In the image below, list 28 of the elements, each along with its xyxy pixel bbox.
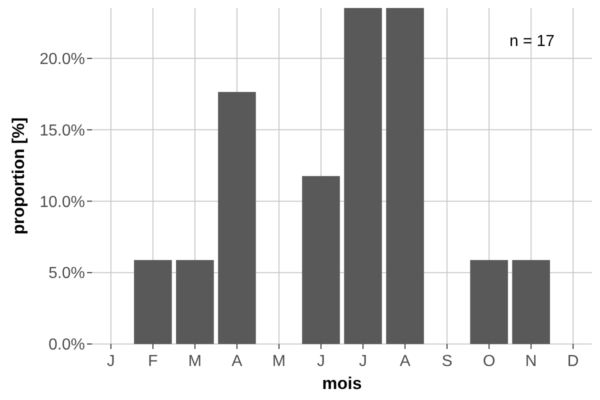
bar [176, 260, 214, 344]
y-tick-label: 20.0% [40, 51, 85, 68]
x-tick-label: A [400, 353, 411, 370]
bar [386, 8, 424, 344]
x-tick-label: J [316, 353, 325, 370]
bar [344, 8, 382, 344]
y-tick-label: 5.0% [48, 265, 85, 282]
x-tick-label: S [442, 353, 452, 370]
x-axis-title: mois [322, 374, 362, 393]
x-tick-label: M [272, 353, 286, 370]
x-tick-label: O [482, 353, 496, 370]
x-tick-label: M [188, 353, 202, 370]
bar [470, 260, 508, 344]
x-tick-label: N [525, 353, 537, 370]
bar [302, 176, 340, 344]
bar [134, 260, 172, 344]
y-axis-title: proportion [%] [9, 117, 28, 235]
x-tick-label: D [567, 353, 579, 370]
bar [218, 92, 256, 344]
y-tick-label: 0.0% [48, 336, 85, 354]
x-tick-label: F [148, 353, 158, 370]
x-tick-label: A [232, 353, 243, 370]
bar [512, 260, 550, 344]
y-tick-label: 10.0% [40, 194, 85, 211]
annotation: n = 17 [510, 33, 555, 50]
x-tick-label: J [106, 353, 115, 370]
x-tick-label: J [359, 353, 368, 370]
y-tick-label: 15.0% [40, 122, 85, 140]
